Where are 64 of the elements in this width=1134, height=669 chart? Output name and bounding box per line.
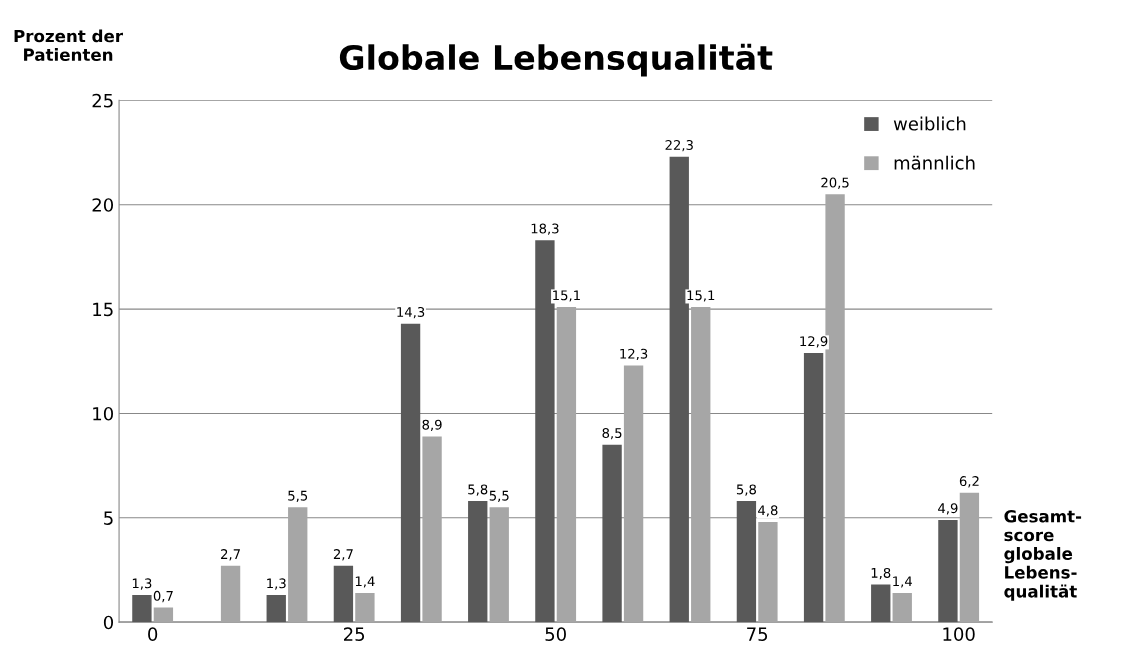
legend-label: weiblich: [893, 116, 966, 131]
data-label: 5,8: [736, 484, 757, 496]
bar: [602, 444, 622, 623]
data-label: 2,7: [221, 549, 240, 561]
x-tick-label: 100: [943, 627, 975, 642]
y-tick-label: 0: [103, 615, 114, 630]
bar: [132, 595, 152, 623]
data-label: 4,9: [938, 503, 958, 515]
x-tick-label: 50: [545, 627, 566, 642]
data-label: 5,8: [468, 484, 488, 496]
data-label: 8,5: [602, 428, 622, 440]
bar: [333, 565, 354, 623]
bar: [422, 436, 442, 623]
bar: [938, 519, 958, 623]
y-tick-label: 5: [104, 511, 113, 525]
data-label: 1,3: [132, 578, 152, 590]
data-label: 1,8: [871, 567, 891, 580]
data-label: 12,3: [620, 348, 648, 361]
x-tick-label: 25: [343, 627, 365, 642]
bar: [803, 352, 824, 623]
data-label: 1,4: [355, 576, 375, 588]
x-axis-title: Gesamt- score globale Lebens- qualität: [1004, 509, 1082, 601]
bar: [355, 592, 375, 623]
bar: [468, 501, 488, 623]
x-tick-label: 0: [148, 627, 158, 642]
bar: [556, 306, 577, 623]
data-label: 1,4: [893, 576, 912, 588]
data-label: 14,3: [397, 306, 425, 319]
bar: [220, 565, 241, 623]
bar: [669, 156, 689, 623]
y-tick-label: 20: [92, 198, 114, 212]
data-label: 8,9: [422, 419, 442, 432]
x-tick-label: 75: [747, 627, 768, 642]
bar: [535, 240, 555, 623]
data-label: 20,5: [821, 177, 849, 189]
data-label: 1,3: [267, 578, 286, 590]
bar: [736, 501, 757, 623]
bar: [691, 306, 711, 623]
data-label: 5,5: [288, 490, 308, 502]
y-tick-label: 10: [93, 406, 114, 421]
data-label: 6,2: [959, 476, 979, 488]
data-label: 15,1: [687, 290, 715, 302]
data-label: 15,1: [553, 290, 580, 302]
y-axis-title: Prozent der Patienten: [14, 29, 123, 61]
bar: [153, 607, 174, 623]
y-tick-label: 15: [93, 302, 113, 317]
data-label: 0,7: [153, 590, 173, 603]
chart-title: Globale Lebensqualität: [339, 43, 773, 77]
data-label: 5,5: [489, 490, 509, 502]
data-label: 2,7: [333, 549, 353, 561]
data-label: 12,9: [800, 336, 828, 348]
data-label: 18,3: [531, 223, 559, 235]
bar: [892, 592, 912, 623]
bar: [623, 365, 644, 623]
bar: [266, 595, 286, 623]
bar: [959, 492, 980, 623]
data-label: 22,3: [665, 140, 693, 152]
bar: [400, 323, 421, 623]
legend-label: männlich: [894, 155, 975, 170]
bar: [489, 507, 509, 623]
bar: [871, 584, 891, 623]
bar: [288, 507, 308, 623]
y-tick-label: 25: [92, 93, 113, 108]
data-label: 4,8: [758, 505, 778, 517]
